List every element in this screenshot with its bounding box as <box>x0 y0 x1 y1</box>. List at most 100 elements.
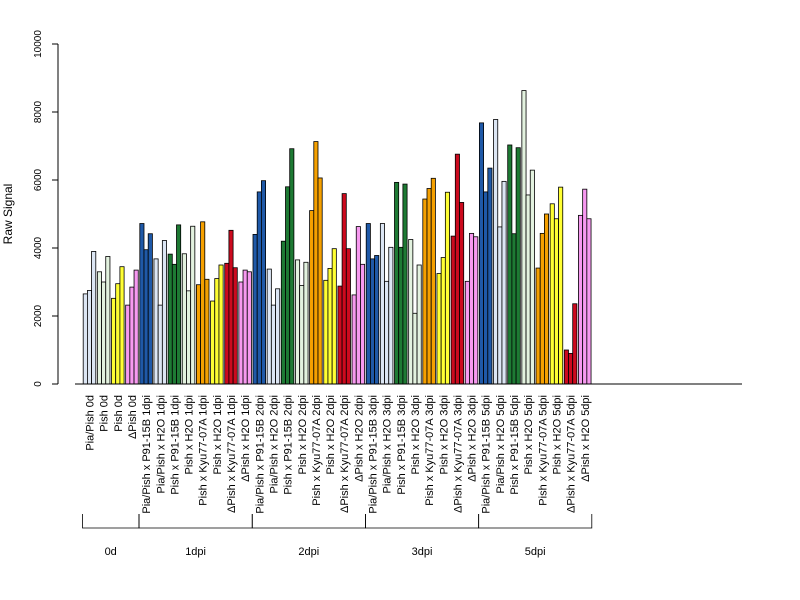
x-tick-label: ΔPish x H2O 5dpi <box>580 395 592 482</box>
bar <box>529 169 535 385</box>
bar <box>586 218 592 385</box>
x-tick-label: Pia/Pish x P91-15B 5dpi <box>481 395 493 514</box>
bar <box>101 281 107 385</box>
bar <box>167 253 173 385</box>
bar <box>210 300 216 385</box>
x-tick-label: Pish x Kyu77-07A 1dpi <box>198 395 210 506</box>
bar <box>430 177 436 385</box>
x-tick-label: Pia/Pish x P91-15B 3dpi <box>368 395 380 514</box>
bar <box>459 202 465 385</box>
bar <box>507 144 513 385</box>
bar <box>487 167 493 385</box>
x-tick-label: Pish x H2O 1dpi <box>212 395 224 474</box>
bar <box>111 297 117 385</box>
bar <box>558 186 564 385</box>
bar <box>270 304 276 385</box>
y-axis: 0 2000 4000 6000 8000 10000 <box>33 30 59 387</box>
x-tick-label: Pish 0d <box>113 395 125 432</box>
bar <box>195 284 201 385</box>
bar <box>204 278 210 385</box>
x-tick-label: ΔPish x H2O 2dpi <box>353 395 365 482</box>
bar <box>181 253 187 385</box>
bar <box>408 239 414 385</box>
bar <box>440 257 446 385</box>
bar <box>295 259 301 385</box>
group-bracket <box>365 514 479 529</box>
bar <box>303 261 309 385</box>
bar <box>416 264 422 385</box>
bar <box>549 203 555 385</box>
bar <box>96 271 102 385</box>
bar <box>454 153 460 385</box>
bar <box>355 226 361 385</box>
bar <box>450 235 456 385</box>
bar <box>478 122 484 385</box>
x-tick-label: Pish x H2O 5dpi <box>523 395 535 474</box>
bar <box>436 273 442 385</box>
x-tick-label: Pish 0d <box>99 395 111 432</box>
bar <box>176 224 182 385</box>
bar <box>87 290 93 385</box>
bar <box>394 181 400 385</box>
bar <box>501 180 507 385</box>
bar <box>260 180 266 385</box>
x-tick-label: Pish x H2O 1dpi <box>184 395 196 474</box>
x-tick-label: Pia/Pish x P91-15B 2dpi <box>254 395 266 514</box>
bar <box>161 240 167 385</box>
bar <box>115 283 121 385</box>
x-tick-label: ΔPish x Kyu77-07A 2dpi <box>339 395 351 513</box>
bar <box>200 221 206 385</box>
y-tick-label: 6000 <box>33 168 44 191</box>
bar <box>426 188 432 385</box>
x-tick-label: Pish x P91-15B 3dpi <box>396 395 408 495</box>
x-tick-label: Pish x H2O 2dpi <box>297 395 309 474</box>
bar <box>525 194 531 385</box>
bar <box>256 191 262 385</box>
bar <box>157 304 163 385</box>
bar <box>125 304 131 385</box>
x-tick-label: Pia/Pish x H2O 2dpi <box>268 395 280 493</box>
bar <box>578 214 584 385</box>
x-tick-labels: Pia/Pish 0d Pish 0d Pish 0d ΔPish 0d Pia/Pis… <box>85 395 592 514</box>
x-tick-label: ΔPish x Kyu77-07A 1dpi <box>226 395 238 513</box>
bar <box>473 236 479 385</box>
bar <box>515 147 521 385</box>
bar <box>497 226 503 385</box>
x-tick-label: Pish x P91-15B 5dpi <box>509 395 521 495</box>
bar <box>398 246 404 385</box>
bar <box>544 213 550 385</box>
x-tick-label: Pia/Pish x H2O 1dpi <box>155 395 167 493</box>
bar <box>147 233 153 385</box>
bar <box>374 255 380 385</box>
bar <box>289 148 295 385</box>
bar <box>266 268 272 385</box>
bar <box>238 281 244 385</box>
bar <box>309 210 315 385</box>
bar <box>553 218 559 385</box>
bar <box>317 177 323 385</box>
bar <box>133 269 139 385</box>
bar <box>129 286 135 385</box>
bar <box>345 248 351 385</box>
bar <box>563 349 569 385</box>
x-tick-label: Pish x Kyu77-07A 2dpi <box>311 395 323 506</box>
x-tick-label: Pish x H2O 3dpi <box>438 395 450 474</box>
bar <box>323 279 329 385</box>
bar <box>280 240 286 385</box>
group-bracket <box>138 514 253 529</box>
bar <box>153 258 159 385</box>
y-tick-label: 0 <box>33 381 44 387</box>
group-bracket <box>82 514 140 529</box>
group-label: 2dpi <box>298 546 319 558</box>
bar <box>171 263 177 385</box>
bar <box>119 266 125 385</box>
bar <box>232 267 238 385</box>
bar <box>521 90 527 385</box>
x-tick-label: ΔPish x Kyu77-07A 3dpi <box>452 395 464 513</box>
x-tick-label: Pia/Pish x H2O 5dpi <box>495 395 507 493</box>
bar <box>369 258 375 385</box>
bar <box>493 119 499 385</box>
bar <box>91 250 97 385</box>
bar <box>341 193 347 385</box>
bar <box>412 312 418 385</box>
